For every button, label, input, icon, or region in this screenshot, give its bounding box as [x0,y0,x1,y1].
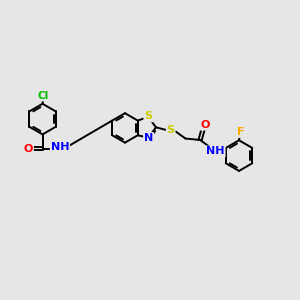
Text: S: S [167,125,175,135]
Text: F: F [237,127,244,137]
Text: O: O [200,120,209,130]
Text: Cl: Cl [38,91,49,100]
Text: S: S [144,111,152,122]
Text: N: N [144,133,153,143]
Text: NH: NH [51,142,69,152]
Text: NH: NH [206,146,225,157]
Text: O: O [24,143,33,154]
